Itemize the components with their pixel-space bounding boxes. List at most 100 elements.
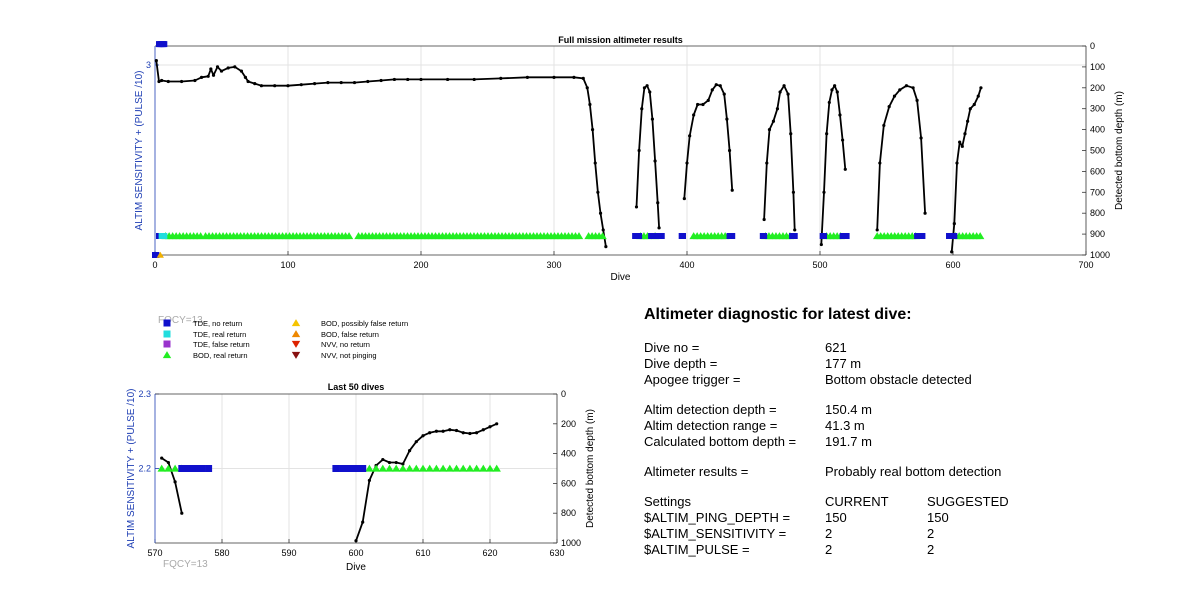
diagnostic-key: Dive no =	[644, 340, 700, 355]
full-mission-depth-point	[642, 86, 647, 90]
full-mission-depth-point	[841, 138, 845, 142]
last-50-x-tick-label: 580	[214, 548, 229, 558]
full-mission-depth-point	[552, 75, 556, 79]
diagnostic-value: 621	[825, 340, 847, 355]
full-mission-y-tick-label: 3	[146, 60, 151, 70]
last-50-bod-marker	[398, 464, 408, 472]
full-mission-depth-point	[472, 77, 476, 82]
settings-suggested: 2	[927, 542, 935, 557]
last-50-depth-point	[475, 431, 479, 435]
full-mission-depth-point	[593, 161, 597, 165]
full-mission-depth-point	[701, 102, 705, 107]
last-50-depth-point	[166, 460, 170, 465]
diagnostic-key: Altim detection range =	[644, 418, 778, 433]
last-50-tde-marker	[198, 465, 206, 472]
legend-label: TDE, false return	[193, 340, 250, 349]
last-50-bod-marker	[365, 464, 374, 472]
last-50-x-tick-label: 570	[147, 548, 162, 558]
full-mission-y2-tick-label: 700	[1090, 187, 1105, 197]
full-mission-depth-point	[572, 75, 576, 79]
legend-marker	[291, 330, 301, 338]
full-mission-y2-tick-label: 900	[1090, 229, 1105, 239]
full-mission-depth-line	[820, 84, 847, 245]
full-mission-depth-point	[601, 228, 605, 232]
full-mission-tde-marker	[161, 233, 168, 239]
last-50-depth-point	[434, 429, 438, 433]
last-50-depth-point	[180, 511, 184, 515]
full-mission-y2-label: Detected bottom depth (m)	[1114, 91, 1125, 210]
last-50-bod-marker	[371, 464, 381, 472]
full-mission-depth-line	[155, 60, 607, 247]
full-mission-tde-marker	[680, 233, 687, 239]
full-mission-depth-point	[596, 190, 600, 194]
full-mission-x-tick-label: 600	[945, 260, 960, 270]
last-50-tde-marker	[339, 465, 347, 472]
full-mission-depth-point	[352, 80, 357, 85]
full-mission-depth-point	[718, 84, 722, 88]
full-mission-depth-point	[239, 69, 244, 73]
full-mission-depth-point	[955, 161, 959, 165]
last-50-bod-marker	[472, 464, 481, 472]
full-mission-depth-point	[246, 79, 250, 84]
full-mission-x-tick-label: 400	[679, 260, 694, 270]
last-50-depth-point	[381, 457, 385, 462]
diagnostic-row: Altim detection depth = 150.4 m	[644, 402, 1164, 418]
last-50-bod-marker	[378, 464, 387, 472]
last-50-tde-marker	[352, 465, 360, 472]
full-mission-x-tick-label: 200	[413, 260, 428, 270]
full-mission-x-tick-label: 0	[152, 260, 157, 270]
full-mission-depth-point	[233, 65, 237, 69]
full-mission-y2-tick-label: 0	[1090, 41, 1095, 51]
last-50-x-tick-label: 610	[415, 548, 430, 558]
full-mission-depth-point	[963, 132, 967, 136]
diagnostic-row: Apogee trigger = Bottom obstacle detected	[644, 372, 1164, 388]
legend-marker	[291, 319, 301, 327]
full-mission-depth-point	[215, 65, 220, 69]
last-50-bod-marker	[425, 464, 434, 472]
last-50-bod-marker	[405, 464, 414, 472]
full-mission-depth-point	[657, 226, 661, 230]
last-50-y2-tick-label: 400	[561, 449, 576, 459]
full-mission-depth-point	[819, 242, 823, 247]
settings-current: 150	[825, 510, 847, 525]
legend-marker	[163, 340, 171, 348]
full-mission-depth-point	[259, 84, 263, 88]
last-50-bod-marker	[445, 464, 454, 472]
full-mission-depth-point	[960, 144, 964, 148]
last-50-bod-marker	[492, 464, 501, 472]
last-50-depth-point	[454, 428, 459, 433]
last-50-x-label: Dive	[346, 562, 366, 573]
last-50-depth-point	[468, 431, 472, 436]
last-50-bod-marker	[418, 464, 428, 472]
full-mission-depth-point	[273, 84, 277, 88]
full-mission-depth-point	[878, 161, 882, 165]
full-mission-depth-point	[253, 82, 257, 86]
full-mission-depth-point	[525, 75, 530, 79]
full-mission-depth-point	[898, 88, 902, 92]
last-50-tde-marker	[185, 465, 192, 472]
diagnostic-value: Probably real bottom detection	[825, 464, 1002, 479]
full-mission-depth-point	[653, 159, 657, 163]
last-50-depth-point	[481, 428, 485, 432]
legend-label: NVV, no return	[321, 340, 370, 349]
legend-label: BOD, real return	[193, 351, 248, 360]
last-50-x-tick-label: 590	[281, 548, 296, 558]
full-mission-depth-point	[786, 92, 790, 96]
full-mission-depth-point	[209, 67, 213, 71]
last-50-title: Last 50 dives	[328, 382, 385, 392]
full-mission-depth-point	[835, 90, 839, 94]
full-mission-depth-point	[243, 75, 248, 79]
diagnostic-row: Dive no = 621	[644, 340, 1164, 356]
full-mission-depth-point	[950, 250, 954, 254]
full-mission-depth-point	[976, 94, 980, 98]
legend-marker	[291, 340, 301, 348]
last-50-bod-marker	[459, 464, 468, 472]
full-mission-depth-point	[725, 117, 729, 121]
full-mission-extra-marker	[161, 41, 168, 48]
full-mission-tde-marker	[658, 233, 665, 239]
fqcy-annotation: FQCY=13	[163, 559, 208, 570]
full-mission-depth-point	[767, 128, 772, 132]
full-mission-depth-point	[180, 79, 184, 84]
full-mission-depth-point	[838, 113, 842, 117]
full-mission-depth-point	[199, 75, 204, 79]
